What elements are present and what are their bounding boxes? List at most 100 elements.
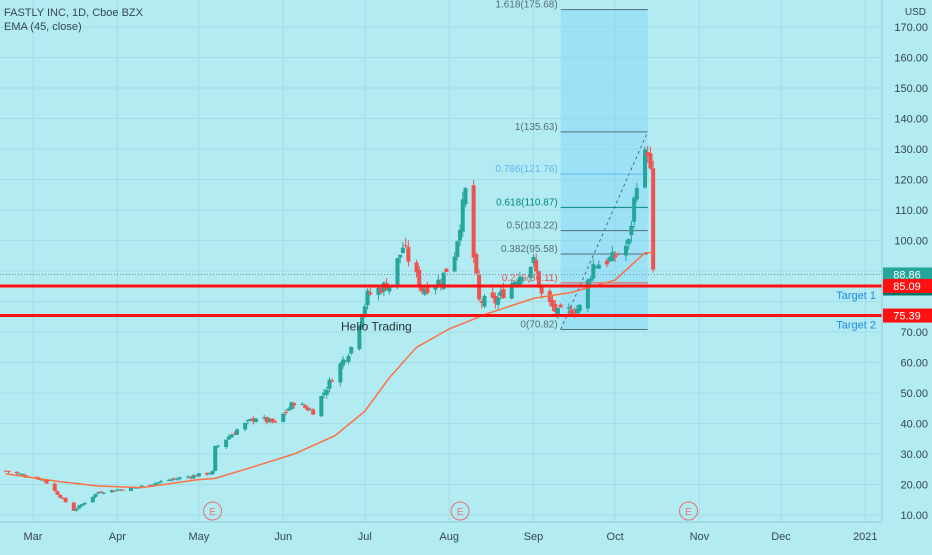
candle-body (77, 505, 82, 509)
candle-body (254, 418, 259, 423)
candle-body (128, 487, 133, 492)
level-price-value: 75.39 (893, 311, 921, 323)
candle-body (471, 185, 476, 258)
candle-body (245, 420, 250, 422)
candle-body (501, 289, 506, 299)
candle-body (498, 291, 503, 296)
ema-line (5, 251, 654, 489)
candle-body (308, 409, 313, 411)
y-tick-label: 70.00 (900, 327, 928, 339)
candle-body (58, 494, 63, 498)
candle-body (566, 307, 571, 309)
candle-body (270, 418, 275, 423)
candle-body (607, 257, 612, 262)
candle-body (406, 246, 411, 262)
candle-body (534, 260, 539, 272)
candle-body (215, 445, 220, 447)
candle-body (147, 484, 152, 486)
candle-body (490, 292, 495, 298)
level-name: Target 1 (836, 290, 876, 302)
candle-body (139, 485, 144, 487)
candle-body (101, 492, 106, 494)
candle-body (512, 282, 517, 286)
y-tick-label: 60.00 (900, 358, 928, 370)
fib-level-label: 0(70.82) (520, 319, 557, 330)
y-tick-label: 30.00 (900, 449, 928, 461)
candle-body (509, 283, 514, 299)
annotation-text: Helio Trading (341, 320, 412, 334)
candle-body (322, 392, 327, 396)
candle-body (175, 478, 180, 480)
candle-body (63, 497, 68, 503)
y-tick-label: 110.00 (895, 205, 928, 217)
x-tick-label: Jul (358, 531, 372, 543)
candle-body (368, 292, 373, 295)
candle-body (604, 260, 609, 265)
candle-body (267, 418, 272, 422)
candle-body (264, 417, 269, 423)
candle-body (115, 489, 120, 491)
candle-body (79, 504, 84, 507)
x-tick-label: May (189, 531, 210, 543)
candle-body (14, 471, 19, 474)
candle-body (365, 290, 370, 306)
candle-body (528, 266, 533, 278)
candle-body (474, 254, 479, 274)
candle-body (575, 308, 579, 314)
candle-body (281, 413, 286, 422)
candle-body (422, 289, 427, 295)
y-tick-label: 50.00 (900, 388, 928, 400)
candle-body (153, 483, 158, 485)
candle-body (517, 276, 522, 285)
candle-body (626, 239, 631, 245)
candle-body (283, 411, 288, 413)
candle-body (362, 306, 367, 316)
x-tick-label: Sep (524, 531, 544, 543)
y-tick-label: 120.00 (894, 175, 928, 187)
y-tick-label: 170.00 (894, 22, 928, 34)
candle-body (112, 490, 117, 492)
candle-body (634, 188, 639, 200)
candle-body (232, 433, 237, 435)
candle-body (376, 287, 381, 295)
candle-body (324, 389, 329, 395)
candle-body (460, 199, 465, 232)
earnings-marker-label: E (209, 507, 216, 518)
candle-body (515, 281, 520, 285)
candle-body (419, 286, 424, 292)
candle-body (357, 326, 362, 350)
candle-body (520, 277, 525, 280)
candle-body (403, 244, 408, 246)
candle-body (613, 255, 618, 258)
candle-body (441, 272, 446, 289)
candle-body (300, 403, 305, 405)
level-price-value: 85.09 (893, 281, 921, 293)
candle-body (455, 241, 460, 257)
candle-body (452, 256, 457, 272)
candle-body (172, 478, 177, 480)
fib-level-label: 1.618(175.68) (495, 0, 557, 11)
candle-body (90, 496, 95, 503)
candle-body (417, 269, 422, 288)
candle-body (169, 479, 174, 481)
x-tick-label: 2021 (853, 531, 877, 543)
candle-body (55, 491, 60, 495)
candle-body (651, 168, 656, 270)
candle-body (82, 502, 87, 505)
earnings-marker-label: E (685, 507, 692, 518)
candle-body (191, 475, 196, 479)
candle-body (555, 308, 560, 316)
candle-body (286, 408, 291, 411)
candle-body (596, 264, 601, 269)
candle-body (20, 474, 25, 476)
x-tick-label: Nov (690, 531, 710, 543)
candle-body (360, 317, 365, 328)
x-tick-label: Oct (607, 531, 624, 543)
candle-body (71, 502, 76, 511)
candle-body (539, 286, 544, 294)
x-tick-label: Dec (771, 531, 791, 543)
candle-body (479, 301, 484, 303)
